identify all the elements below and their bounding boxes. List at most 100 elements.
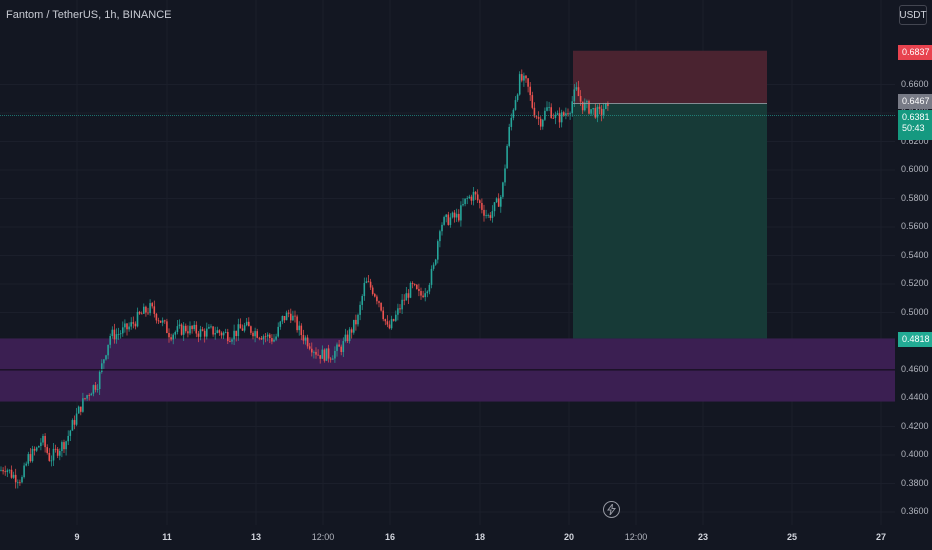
candle-body (283, 315, 286, 321)
candle-body (607, 102, 609, 107)
candle-body (556, 113, 559, 115)
candle-body (96, 389, 99, 390)
candle-body (602, 109, 605, 115)
candle-body (216, 330, 219, 334)
candles (0, 69, 609, 489)
candle-body (535, 116, 538, 118)
candle-body (300, 325, 303, 336)
currency-button[interactable]: USDT (899, 5, 927, 25)
candle-body (395, 314, 397, 321)
candle-body (6, 470, 9, 473)
candle-body (392, 319, 395, 321)
candle-body (46, 447, 48, 453)
time-axis-label: 13 (250, 532, 262, 542)
candle-body (521, 74, 523, 81)
candle-body (430, 268, 433, 285)
candle-body (229, 341, 231, 342)
candle-body (50, 460, 53, 462)
candle-body (71, 420, 74, 431)
candle-body (386, 321, 389, 325)
candle-body (185, 325, 187, 332)
candle-body (567, 113, 569, 115)
candle-body (546, 107, 548, 111)
candle-body (434, 259, 437, 265)
candle-body (262, 336, 265, 340)
candle-body (502, 182, 504, 197)
candle-body (323, 349, 326, 361)
candle-body (113, 329, 116, 340)
candle-body (115, 334, 118, 340)
candle-body (164, 320, 166, 322)
candle-body (464, 198, 466, 205)
candle-body (342, 341, 345, 353)
candle-body (132, 322, 135, 324)
time-axis-label: 12:00 (624, 532, 648, 542)
candle-body (128, 326, 130, 330)
candle-body (550, 107, 552, 118)
candle-body (518, 74, 521, 95)
candle-body (42, 435, 44, 443)
candle-body (0, 469, 2, 471)
candle-body (59, 451, 61, 456)
candle-body (311, 348, 313, 353)
candle-body (117, 334, 120, 335)
candle-body (334, 350, 336, 359)
candle-body (8, 469, 11, 471)
candle-body (19, 482, 21, 484)
candle-body (493, 202, 496, 212)
candle-body (321, 349, 324, 359)
replay-button[interactable] (603, 501, 620, 518)
candle-body (378, 301, 380, 303)
candle-body (220, 332, 223, 336)
candle-body (33, 448, 36, 451)
candle-body (470, 196, 473, 201)
candle-body (195, 324, 198, 334)
candle-body (413, 283, 416, 285)
candle-body (275, 336, 277, 340)
symbol-title: Fantom / TetherUS, 1h, BINANCE (6, 9, 172, 21)
candle-body (426, 291, 429, 294)
candle-body (390, 319, 393, 329)
candle-body (218, 330, 221, 333)
candle-body (487, 215, 489, 216)
candle-body (491, 211, 494, 218)
candle-body (140, 313, 143, 315)
candle-body (206, 328, 208, 337)
candle-body (212, 326, 214, 335)
candle-body (512, 109, 515, 118)
candle-body (14, 474, 17, 483)
candle-body (10, 469, 13, 478)
candle-body (54, 448, 57, 450)
candle-body (437, 241, 439, 260)
candle-body (558, 113, 561, 123)
candle-body (243, 325, 246, 331)
price-axis-label: 0.4400 (901, 392, 929, 402)
candle-body (143, 306, 145, 314)
candle-body (441, 224, 443, 232)
candle-body (447, 214, 450, 225)
candle-body (82, 398, 84, 412)
candle-body (145, 306, 147, 313)
candle-body (575, 87, 578, 90)
candle-body (579, 96, 582, 102)
candle-body (359, 304, 361, 315)
time-axis-label: 27 (875, 532, 887, 542)
candle-body (581, 101, 584, 111)
candle-body (422, 295, 424, 298)
candle-body (317, 354, 319, 356)
candle-body (353, 319, 355, 333)
candle-body (287, 312, 290, 314)
candle-body (554, 114, 557, 118)
candle-body (48, 452, 51, 461)
candle-body (252, 332, 254, 337)
candle-body (544, 110, 546, 120)
candle-body (468, 196, 471, 199)
candle-body (344, 334, 347, 342)
candle-body (166, 321, 168, 334)
candle-body (80, 406, 82, 412)
candle-body (260, 338, 263, 340)
candle-body (539, 118, 542, 127)
price-axis-label: 0.4000 (901, 449, 929, 459)
candle-body (374, 294, 376, 297)
